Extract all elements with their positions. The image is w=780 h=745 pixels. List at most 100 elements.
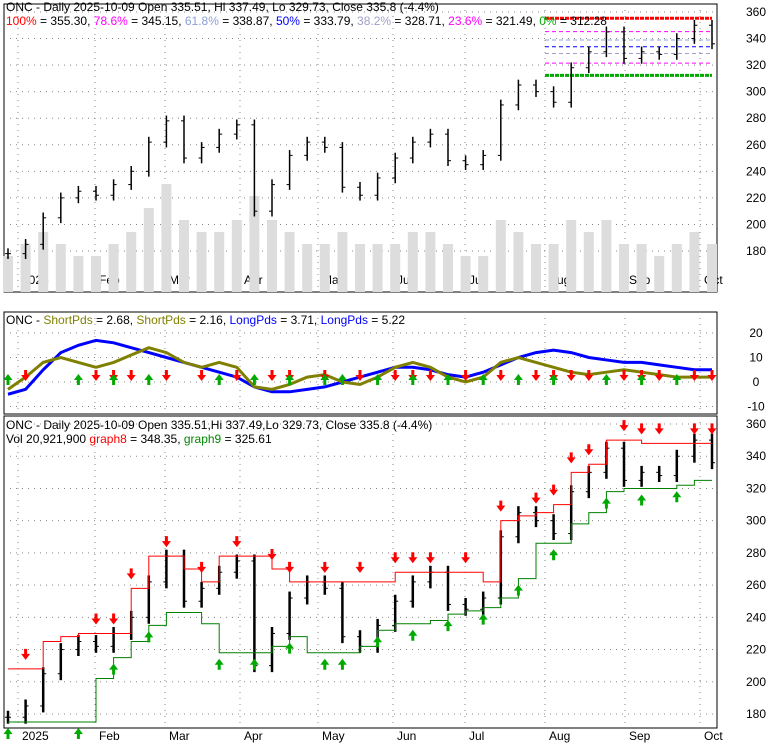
sell-arrow-icon (461, 370, 471, 381)
sell-arrow-icon (197, 370, 207, 381)
buy-arrow-icon (214, 658, 224, 670)
panel-frame (3, 415, 718, 729)
panel-frame (3, 311, 718, 415)
osc-label: ShortPds (43, 313, 93, 327)
fib-value: 312.28 (570, 14, 607, 28)
volume-bar (231, 220, 242, 292)
y-tick-label: 180 (746, 707, 766, 721)
volume-bar (548, 244, 559, 292)
buy-arrow-icon (144, 631, 154, 643)
sell-arrow-icon (584, 370, 594, 381)
buy-arrow-icon (320, 374, 330, 385)
y-tick-label: 340 (746, 449, 766, 463)
volume-bar (55, 244, 66, 292)
y-tick-label: 0 (753, 375, 760, 389)
fib-label: 38.2% (357, 14, 392, 28)
fib-label: 78.6% (93, 14, 128, 28)
y-tick-label: 260 (746, 578, 766, 592)
graph9-label: graph9 (183, 432, 222, 446)
sell-arrow-icon (531, 370, 541, 381)
volume-bar (126, 232, 137, 292)
buy-arrow-icon (214, 374, 224, 385)
y-tick-label: 280 (746, 111, 766, 125)
sell-arrow-icon (232, 370, 242, 381)
sell-arrow-icon (267, 549, 277, 561)
buy-arrow-icon (601, 497, 611, 509)
sell-arrow-icon (126, 370, 136, 381)
y-tick-label: 240 (746, 164, 766, 178)
sell-arrow-icon (126, 568, 136, 580)
osc-value: 2.16 (199, 313, 223, 327)
volume-bar (654, 256, 665, 292)
buy-arrow-icon (337, 374, 347, 385)
volume-bar (619, 244, 629, 292)
sell-arrow-icon (285, 561, 295, 573)
sell-arrow-icon (566, 452, 576, 464)
fib-label: 100% (6, 14, 37, 28)
volume-bar (425, 232, 436, 292)
sell-arrow-icon (109, 613, 119, 625)
volume-bar (20, 244, 31, 292)
y-tick-label: 200 (746, 217, 766, 231)
graph8-label: graph8 (89, 432, 127, 446)
buy-arrow-icon (144, 374, 154, 385)
sell-arrow-icon (637, 423, 647, 435)
sell-arrow-icon (566, 370, 576, 381)
volume-bar (689, 232, 700, 292)
volume-bar (73, 256, 84, 292)
buy-arrow-icon (478, 374, 488, 385)
graph8-line (8, 439, 712, 670)
buy-arrow-icon (443, 620, 453, 632)
x-tick-label: Feb (99, 729, 120, 743)
sell-arrow-icon (584, 444, 594, 456)
volume-bar (407, 232, 418, 292)
buy-arrow-icon (478, 613, 488, 625)
volume-bar (566, 220, 577, 292)
osc-label: LongPds (320, 313, 368, 327)
fib-value: 328.71 (404, 14, 442, 28)
sell-arrow-icon (654, 423, 664, 435)
buy-arrow-icon (513, 584, 523, 596)
buy-arrow-icon (408, 374, 418, 385)
sell-arrow-icon (461, 552, 471, 564)
sell-arrow-icon (21, 648, 31, 660)
y-tick-label: 340 (746, 32, 766, 46)
fib-label: 50% (275, 14, 300, 28)
volume-bar (443, 244, 453, 292)
buy-arrow-icon (549, 374, 559, 385)
buy-arrow-icon (672, 491, 682, 503)
osc-prefix: ONC - (6, 313, 44, 327)
x-tick-label: Jul (469, 729, 484, 743)
volume-bar (583, 232, 594, 292)
x-tick-label: Sep (629, 729, 651, 743)
buy-arrow-icon (285, 374, 295, 385)
y-tick-label: 10 (749, 351, 763, 365)
volume-bar (531, 244, 541, 292)
x-tick-label: May (322, 729, 345, 743)
sell-arrow-icon (320, 561, 330, 573)
buy-arrow-icon (3, 374, 13, 385)
fib-label: 61.8% (184, 14, 219, 28)
sell-arrow-icon (232, 536, 242, 548)
volume-bar (478, 256, 489, 292)
sell-arrow-icon (408, 552, 418, 564)
volume-bar (179, 220, 189, 292)
price-panel-title: ONC - Daily 2025-10-09 Open 335.51, Hi 3… (6, 0, 439, 14)
buy-arrow-icon (408, 629, 418, 641)
osc-value: 3.71 (290, 313, 314, 327)
volume-bar (196, 232, 207, 292)
buy-arrow-icon (3, 728, 13, 740)
x-tick-label: Oct (704, 729, 723, 743)
volume-bar (337, 232, 348, 292)
volume-bar (108, 244, 119, 292)
x-tick-label: Aug (549, 729, 570, 743)
sell-arrow-icon (355, 370, 365, 381)
buy-arrow-icon (73, 728, 83, 740)
fib-value: 355.30 (50, 14, 88, 28)
osc-label: ShortPds (136, 313, 186, 327)
fib-value: 321.49 (495, 14, 533, 28)
y-tick-label: 360 (746, 417, 766, 431)
y-tick-label: 320 (746, 58, 766, 72)
buy-arrow-icon (513, 374, 523, 385)
